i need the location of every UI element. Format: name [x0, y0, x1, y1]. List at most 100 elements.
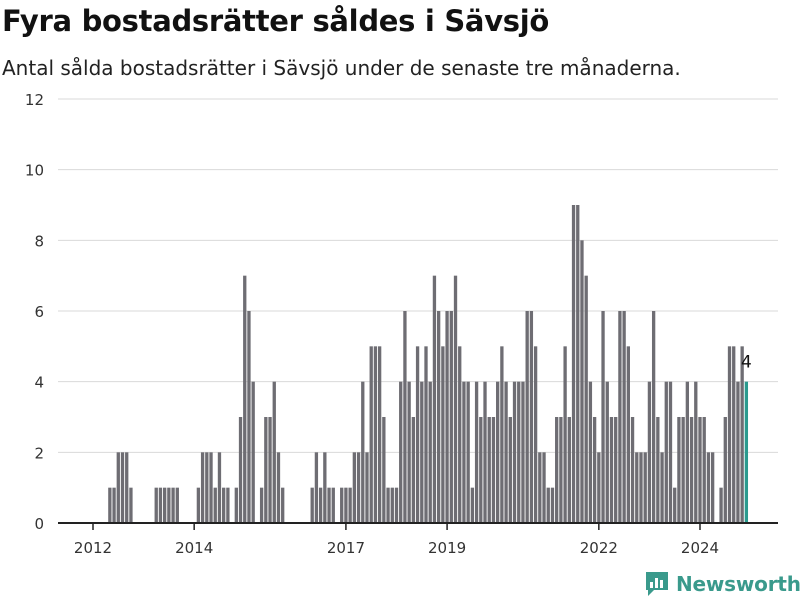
- bar: [651, 311, 656, 523]
- bar: [154, 487, 158, 523]
- bar: [382, 417, 386, 523]
- bar: [120, 452, 125, 523]
- bar: [694, 381, 698, 523]
- x-tick-label: 2022: [580, 539, 618, 557]
- highlighted-bar: [744, 381, 749, 523]
- bar: [496, 381, 500, 523]
- bar: [470, 487, 475, 523]
- y-tick-label: 4: [34, 374, 44, 392]
- bar: [213, 487, 217, 523]
- bar: [723, 417, 727, 523]
- bar: [466, 381, 470, 523]
- bar: [420, 381, 424, 523]
- bar: [340, 487, 344, 523]
- bar: [163, 487, 167, 523]
- bar: [344, 487, 348, 523]
- bar: [673, 487, 677, 523]
- bar: [605, 381, 609, 523]
- bar: [399, 381, 403, 523]
- bar: [664, 381, 668, 523]
- bar: [736, 381, 740, 523]
- bar: [331, 487, 335, 523]
- y-tick-label: 10: [25, 162, 44, 180]
- x-tick-label: 2017: [327, 539, 365, 557]
- bar: [533, 346, 538, 523]
- bar: [609, 417, 614, 523]
- bar: [626, 346, 630, 523]
- bar: [479, 417, 483, 523]
- bar: [639, 452, 643, 523]
- bar: [538, 452, 542, 523]
- bar: [432, 275, 437, 523]
- bar: [571, 205, 576, 523]
- bar: [614, 417, 618, 523]
- x-tick-label: 2024: [681, 539, 719, 557]
- bar: [377, 346, 382, 523]
- bar: [386, 487, 390, 523]
- bar: [310, 487, 314, 523]
- bar: [125, 452, 129, 523]
- bar: [542, 452, 546, 523]
- bar: [647, 381, 652, 523]
- bar: [318, 487, 323, 523]
- bar: [272, 381, 276, 523]
- bar: [597, 452, 601, 523]
- bar: [601, 311, 605, 523]
- bar: [238, 417, 243, 523]
- bar: [698, 417, 702, 523]
- bar: [588, 381, 593, 523]
- bar: [727, 346, 732, 523]
- bar: [517, 381, 521, 523]
- bar: [635, 452, 639, 523]
- bar: [677, 417, 681, 523]
- bar: [630, 417, 635, 523]
- bar: [474, 381, 479, 523]
- bar: [622, 311, 626, 523]
- bar: [415, 346, 420, 523]
- bar: [226, 487, 230, 523]
- bar: [243, 275, 247, 523]
- bar: [576, 205, 580, 523]
- bar: [706, 452, 711, 523]
- newsworthy-logo[interactable]: Newsworthy: [644, 568, 800, 600]
- newsworthy-logo-icon: [646, 572, 668, 596]
- bar: [660, 452, 664, 523]
- bar: [365, 452, 369, 523]
- bar: [453, 275, 458, 523]
- bar: [314, 452, 319, 523]
- bar: [200, 452, 205, 523]
- x-tick-label: 2014: [175, 539, 213, 557]
- bar: [356, 452, 361, 523]
- bar: [196, 487, 201, 523]
- bar: [521, 381, 525, 523]
- bar: [116, 452, 120, 523]
- bar: [281, 487, 285, 523]
- bar: [504, 381, 508, 523]
- bar: [373, 346, 378, 523]
- bar: [668, 381, 673, 523]
- chart-title: Fyra bostadsrätter såldes i Sävsjö: [2, 4, 550, 38]
- bar: [702, 417, 706, 523]
- bar: [500, 346, 504, 523]
- bar: [247, 311, 251, 523]
- bar: [643, 452, 647, 523]
- y-tick-label: 12: [25, 91, 44, 109]
- bar: [403, 311, 407, 523]
- bar: [264, 417, 268, 523]
- bar: [217, 452, 222, 523]
- bar: [512, 381, 517, 523]
- bar: [209, 452, 213, 523]
- bar: [656, 417, 660, 523]
- bar: [546, 487, 550, 523]
- bar: [108, 487, 112, 523]
- bar: [441, 346, 445, 523]
- y-tick-label: 2: [34, 444, 44, 462]
- bar: [259, 487, 264, 523]
- bar: [390, 487, 394, 523]
- bar: [740, 346, 744, 523]
- bar: [394, 487, 399, 523]
- bar: [276, 452, 281, 523]
- bar: [710, 452, 715, 523]
- y-tick-label: 0: [34, 515, 44, 533]
